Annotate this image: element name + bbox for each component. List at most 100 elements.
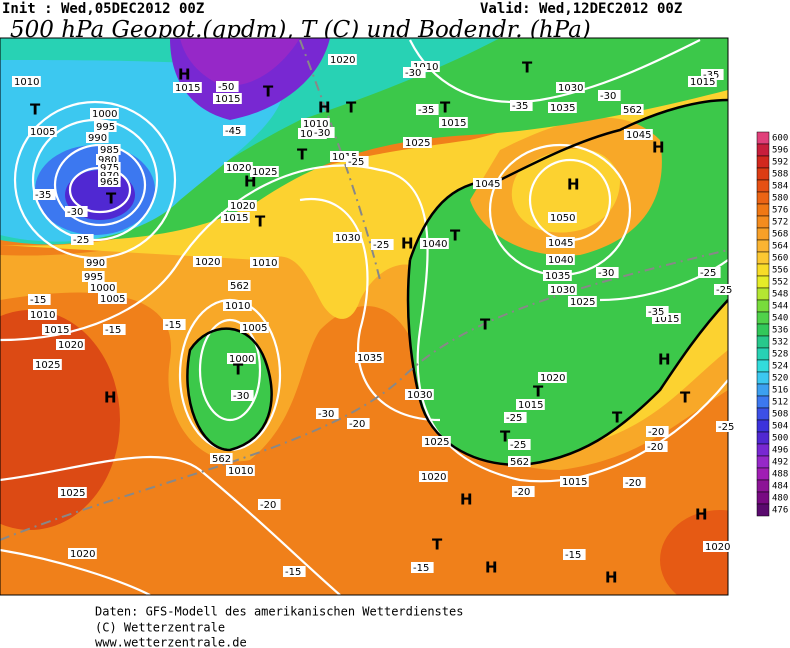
label-bg — [163, 319, 186, 330]
contour-label: -25 — [718, 422, 734, 433]
pressure-center: H — [460, 491, 473, 509]
colorbar-swatch — [756, 131, 770, 145]
contour-label: -15 — [565, 550, 581, 561]
colorbar-label: 520 — [772, 374, 788, 384]
label-bg — [510, 100, 533, 111]
pressure-center: H — [605, 569, 618, 587]
label-bg — [652, 313, 681, 324]
colorbar-swatch — [756, 347, 770, 361]
contour-label: 1005 — [100, 294, 125, 305]
label-bg — [568, 296, 597, 307]
pressure-center: T — [450, 227, 461, 245]
contour-label: 965 — [100, 177, 119, 188]
contour-label: 1045 — [548, 238, 573, 249]
contour-label: -30 — [67, 207, 83, 218]
colorbar-label: 588 — [772, 170, 788, 180]
contour-label: 1010 — [303, 119, 328, 130]
valid-time: Valid: Wed,12DEC2012 00Z — [480, 1, 682, 17]
label-bg — [283, 566, 306, 577]
label-bg — [28, 294, 51, 305]
contour-label: 1025 — [35, 360, 60, 371]
label-bg — [98, 170, 121, 181]
label-bg — [621, 104, 644, 115]
label-bg — [90, 108, 119, 119]
pressure-center: T — [30, 101, 41, 119]
label-bg — [28, 126, 57, 137]
label-bg — [316, 408, 339, 419]
contour-label: 1020 — [70, 549, 95, 560]
colorbar-swatch — [756, 299, 770, 313]
colorbar-swatch — [756, 143, 770, 157]
contour-label: 980 — [98, 155, 117, 166]
label-bg — [227, 353, 256, 364]
label-bg — [231, 390, 254, 401]
label-bg — [173, 82, 202, 93]
contour-label: 1010 — [252, 258, 277, 269]
pressure-center: T — [263, 83, 274, 101]
contour-label: 1045 — [475, 179, 500, 190]
pressure-center: T — [346, 99, 357, 117]
pressure-center: T — [500, 428, 511, 446]
label-bg — [563, 549, 586, 560]
label-bg — [546, 254, 575, 265]
colorbar-label: 548 — [772, 290, 788, 300]
pressure-center: T — [533, 383, 544, 401]
label-bg — [422, 436, 451, 447]
contour-label: -25 — [506, 413, 522, 424]
label-bg — [347, 418, 370, 429]
label-bg — [98, 176, 121, 187]
pressure-center: T — [522, 59, 533, 77]
contour-label: 1005 — [242, 323, 267, 334]
colorbar-swatch — [756, 263, 770, 277]
label-bg — [312, 127, 335, 138]
colorbar-label: 552 — [772, 278, 788, 288]
contour-label: 1030 — [335, 233, 360, 244]
label-bg — [28, 309, 57, 320]
label-bg — [411, 61, 440, 72]
contour-label: -45 — [225, 126, 241, 137]
contour-label: 990 — [88, 133, 107, 144]
contour-label: 1020 — [705, 542, 730, 553]
contour-label: -15 — [285, 567, 301, 578]
contour-label: 1025 — [252, 167, 277, 178]
pressure-center: H — [104, 389, 117, 407]
label-bg — [223, 125, 246, 136]
label-bg — [355, 352, 384, 363]
colorbar-label: 496 — [772, 446, 788, 456]
contour-label: 1020 — [195, 257, 220, 268]
label-bg — [98, 144, 121, 155]
pressure-center: T — [106, 190, 117, 208]
pressure-center: T — [233, 361, 244, 379]
contour-label: 562 — [510, 457, 529, 468]
colorbar-swatch — [756, 455, 770, 469]
map-frame — [0, 37, 729, 596]
contour-label: 1040 — [422, 239, 447, 250]
contour-label: 1015 — [223, 213, 248, 224]
contour-label: 1015 — [518, 400, 543, 411]
colorbar-label: 516 — [772, 386, 788, 396]
label-bg — [250, 257, 279, 268]
label-bg — [546, 237, 575, 248]
label-bg — [403, 67, 426, 78]
colorbar-label: 528 — [772, 350, 788, 360]
label-bg — [598, 90, 621, 101]
contour-label: -35 — [35, 190, 51, 201]
colorbar-swatch — [756, 431, 770, 445]
contour-label: -25 — [348, 157, 364, 168]
contour-label: 1010 — [225, 301, 250, 312]
colorbar-swatch — [756, 419, 770, 433]
label-bg — [12, 76, 41, 87]
contour-label: -15 — [30, 295, 46, 306]
contour-label: 1015 — [44, 325, 69, 336]
label-bg — [403, 137, 432, 148]
label-bg — [548, 284, 577, 295]
contour-label: 975 — [100, 163, 119, 174]
contour-label: 985 — [100, 145, 119, 156]
contour-label: -30 — [600, 91, 616, 102]
contour-label: 1020 — [330, 55, 355, 66]
contour-label: 1000 — [90, 283, 115, 294]
label-bg — [226, 465, 255, 476]
label-bg — [439, 117, 468, 128]
colorbar-swatch — [756, 287, 770, 301]
pressure-center: T — [612, 409, 623, 427]
